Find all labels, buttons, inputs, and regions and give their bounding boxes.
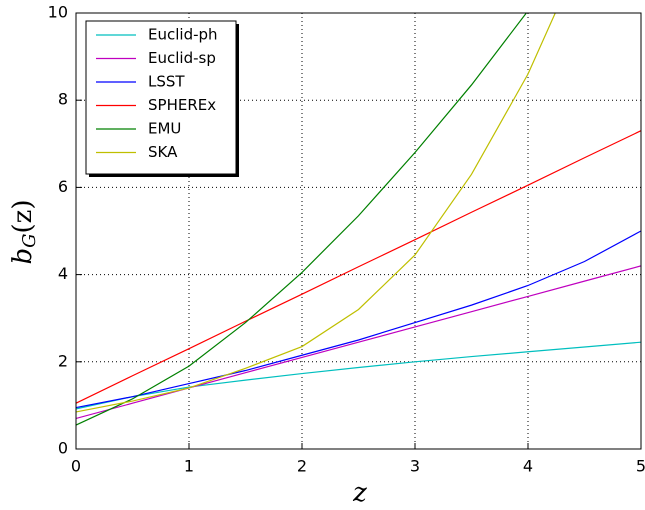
x-axis-label: z <box>352 478 367 508</box>
series-line <box>76 130 641 404</box>
legend-label: Euclid-sp <box>148 49 216 67</box>
legend-box <box>85 20 237 175</box>
y-label-sub: G <box>19 233 40 247</box>
legend-label: LSST <box>148 73 185 91</box>
x-tick-label: 1 <box>184 457 194 476</box>
x-tick-label: 0 <box>71 457 81 476</box>
y-label-base: b <box>8 248 38 265</box>
y-tick-label: 0 <box>58 439 68 458</box>
y-tick-label: 6 <box>58 177 68 196</box>
series-line <box>76 13 556 413</box>
x-tick-label: 2 <box>297 457 307 476</box>
x-tick-label: 3 <box>410 457 420 476</box>
series-line <box>76 341 641 410</box>
y-tick-label: 2 <box>58 351 68 370</box>
y-label-rest: (z) <box>8 199 38 233</box>
y-axis-label: bG(z) <box>8 199 40 264</box>
x-tick-label: 4 <box>523 457 533 476</box>
legend-label: SKA <box>148 143 178 161</box>
plot-frame <box>75 12 642 450</box>
legend-label: Euclid-ph <box>148 26 218 44</box>
series-line <box>76 13 528 426</box>
y-tick-label: 4 <box>58 264 68 283</box>
legend-label: SPHEREx <box>148 96 216 114</box>
legend-label: EMU <box>148 120 181 138</box>
series-line <box>76 265 641 420</box>
series-line <box>76 230 641 409</box>
plot-area <box>76 13 641 426</box>
y-tick-label: 8 <box>58 90 68 109</box>
y-tick-label: 10 <box>48 3 68 22</box>
x-tick-label: 5 <box>636 457 645 476</box>
